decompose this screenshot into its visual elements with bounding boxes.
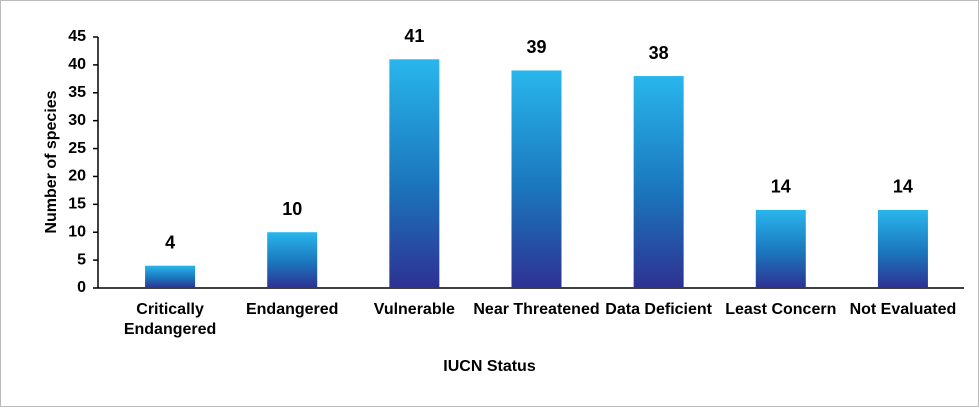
x-tick-label: Endangered: [245, 301, 339, 318]
data-label: 41: [404, 26, 424, 46]
data-label: 14: [893, 177, 913, 197]
x-tick-label: Vulnerable: [373, 301, 455, 318]
y-tick-label: 5: [77, 251, 86, 268]
y-tick-label: 10: [68, 223, 86, 240]
bar: [633, 76, 684, 289]
x-tick-label: Data Deficient: [605, 301, 712, 318]
bar: [511, 70, 562, 288]
x-axis-title: IUCN Status: [443, 358, 536, 375]
data-label: 4: [165, 232, 175, 252]
bar: [755, 209, 806, 288]
y-tick-label: 15: [68, 196, 86, 213]
y-tick-label: 0: [77, 279, 86, 296]
data-label: 38: [649, 43, 669, 63]
bar: [389, 59, 440, 288]
y-tick-label: 25: [68, 140, 86, 157]
bar: [267, 232, 318, 288]
y-axis-title: Number of species: [43, 90, 60, 233]
x-tick-label: Not Evaluated: [849, 301, 957, 318]
x-tick-label: Critically Endangered: [123, 301, 217, 338]
bar: [145, 265, 196, 288]
y-tick-label: 35: [68, 84, 86, 101]
bar: [877, 209, 928, 288]
y-tick-label: 20: [68, 168, 86, 185]
y-tick-label: 30: [68, 112, 86, 129]
data-label: 39: [526, 37, 546, 57]
data-label: 14: [771, 177, 791, 197]
x-tick-label: Least Concern: [725, 301, 837, 318]
data-label: 10: [282, 199, 302, 219]
y-tick-label: 40: [68, 56, 86, 73]
x-tick-label: Near Threatened: [473, 301, 600, 318]
y-tick-label: 45: [68, 28, 86, 45]
